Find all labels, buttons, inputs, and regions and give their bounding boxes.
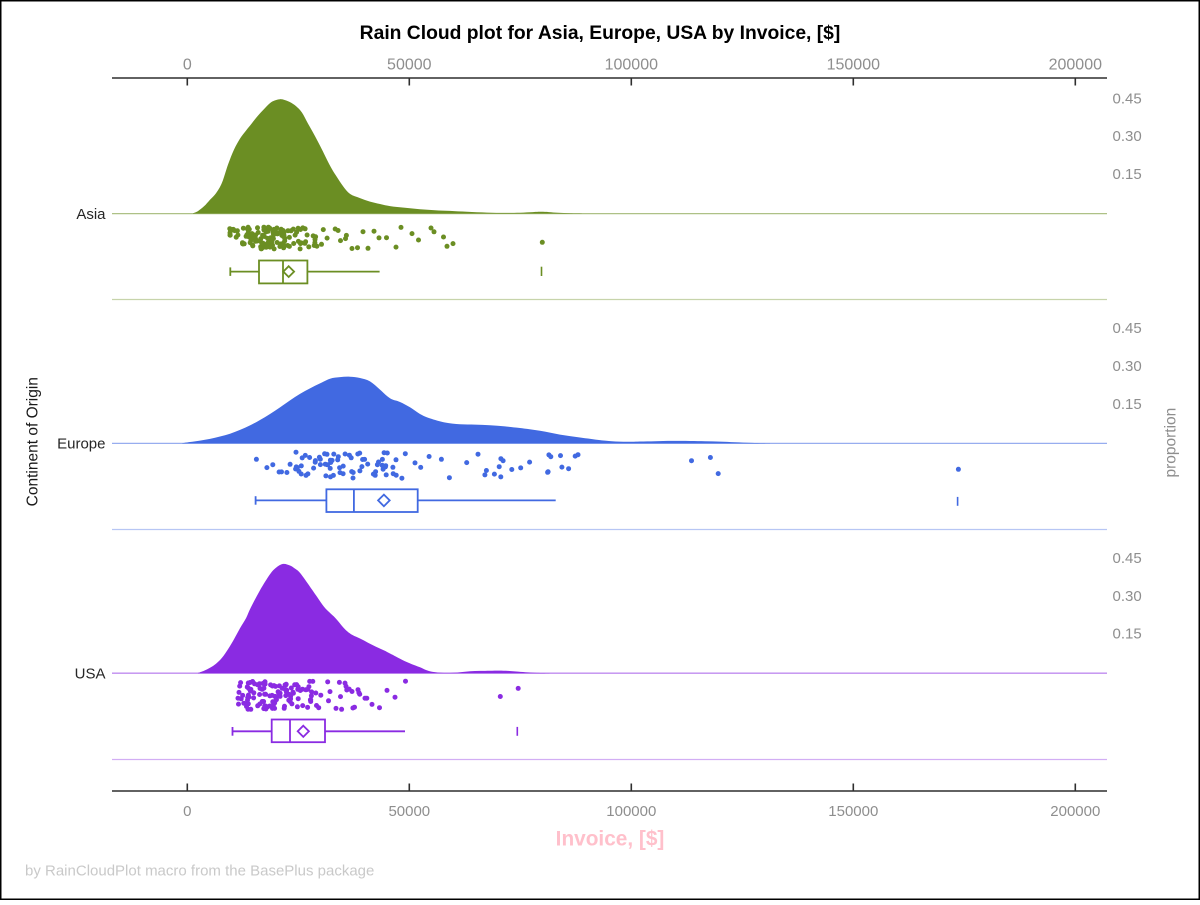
svg-text:0.30: 0.30 bbox=[1113, 128, 1142, 145]
svg-text:0.15: 0.15 bbox=[1113, 626, 1142, 643]
svg-text:200000: 200000 bbox=[1050, 803, 1100, 820]
svg-text:50000: 50000 bbox=[388, 803, 430, 820]
svg-text:0.30: 0.30 bbox=[1113, 358, 1142, 375]
svg-text:proportion: proportion bbox=[1162, 408, 1179, 478]
svg-text:Rain Cloud plot for Asia, Euro: Rain Cloud plot for Asia, Europe, USA by… bbox=[360, 23, 841, 44]
svg-text:0.30: 0.30 bbox=[1113, 588, 1142, 605]
svg-text:0.45: 0.45 bbox=[1113, 90, 1142, 107]
svg-text:0.15: 0.15 bbox=[1113, 396, 1142, 413]
svg-text:Invoice, [$]: Invoice, [$] bbox=[556, 828, 665, 851]
svg-text:Continent of Origin: Continent of Origin bbox=[25, 377, 42, 506]
svg-text:Asia: Asia bbox=[76, 206, 106, 223]
svg-text:0: 0 bbox=[183, 803, 191, 820]
svg-text:50000: 50000 bbox=[387, 57, 432, 74]
svg-text:200000: 200000 bbox=[1049, 57, 1102, 74]
svg-text:USA: USA bbox=[75, 665, 106, 682]
svg-text:0: 0 bbox=[183, 57, 192, 74]
svg-text:by RainCloudPlot macro from th: by RainCloudPlot macro from the BasePlus… bbox=[25, 863, 374, 880]
svg-text:100000: 100000 bbox=[605, 57, 658, 74]
svg-text:Europe: Europe bbox=[57, 436, 105, 453]
svg-text:150000: 150000 bbox=[827, 57, 880, 74]
svg-text:0.45: 0.45 bbox=[1113, 320, 1142, 337]
svg-text:0.45: 0.45 bbox=[1113, 550, 1142, 567]
svg-text:0.15: 0.15 bbox=[1113, 166, 1142, 183]
svg-text:150000: 150000 bbox=[828, 803, 878, 820]
svg-text:100000: 100000 bbox=[606, 803, 656, 820]
